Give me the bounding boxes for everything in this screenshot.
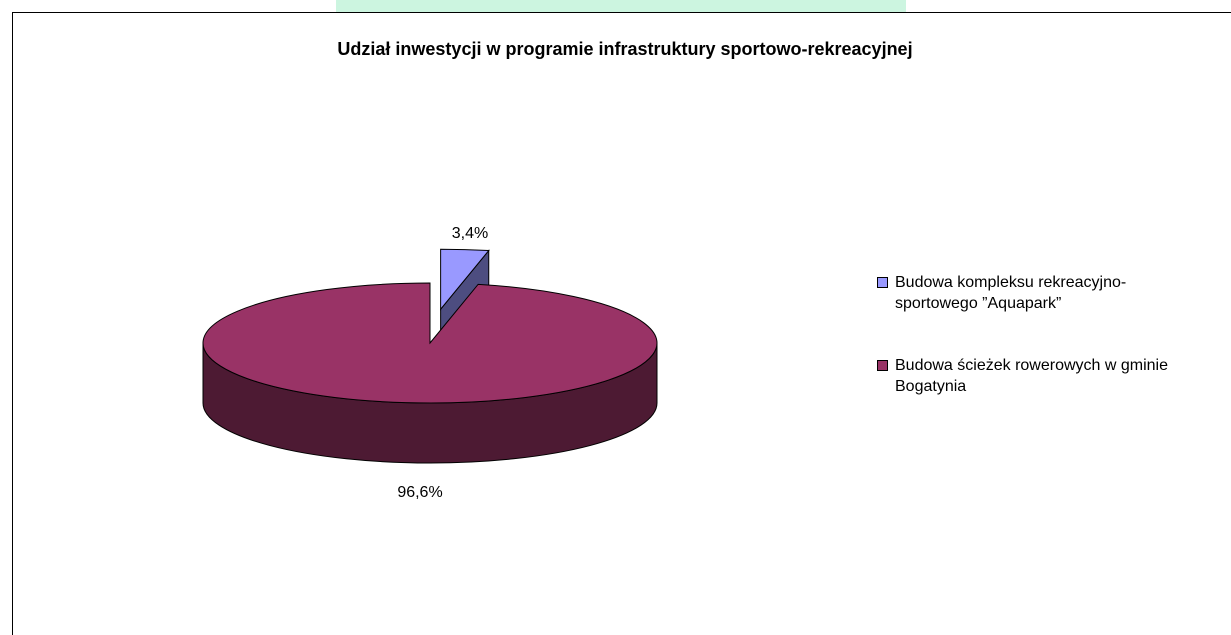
- legend-label: Budowa kompleksu rekreacyjno-sportowego …: [895, 274, 1127, 312]
- data-label: 96,6%: [397, 484, 442, 501]
- legend-swatch: [877, 360, 888, 371]
- pie-slice: [202, 282, 658, 404]
- top-strip: [336, 0, 906, 12]
- legend-swatch: [877, 277, 888, 288]
- pie-slice: [440, 248, 490, 311]
- chart-title: Udział inwestycji w programie infrastruk…: [337, 39, 912, 59]
- data-label: 3,4%: [452, 225, 488, 242]
- legend-label: Budowa ścieżek rowerowych w gminie Bogat…: [895, 357, 1168, 395]
